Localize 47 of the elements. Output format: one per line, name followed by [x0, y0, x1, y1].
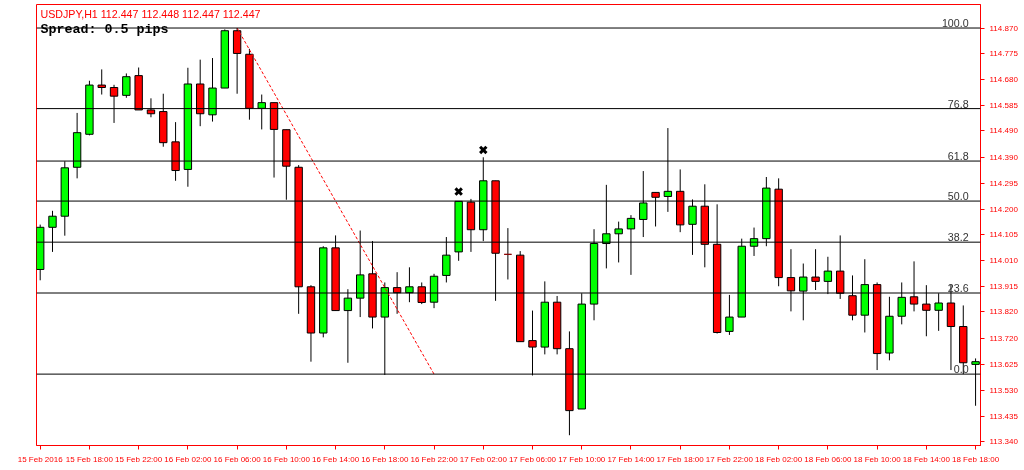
x-tick-label: 16 Feb 18:00 — [361, 454, 409, 464]
x-tick-label: 17 Feb 18:00 — [656, 454, 705, 464]
annotation: 38.2 — [947, 231, 969, 244]
annotation: 100.0 — [941, 17, 969, 30]
x-tick-label: 18 Feb 02:00 — [755, 454, 803, 464]
x-tick-label: 15 Feb 18:00 — [65, 454, 114, 464]
x-tick-label: 16 Feb 22:00 — [410, 454, 459, 464]
y-tick-label: 114.775 — [989, 49, 1019, 59]
x-tick-label: 16 Feb 14:00 — [312, 454, 360, 464]
annotation: 50.0 — [947, 190, 969, 203]
x-tick-label: 17 Feb 02:00 — [459, 454, 508, 464]
x-tick-label: 17 Feb 14:00 — [607, 454, 656, 464]
x-tick-label: 18 Feb 06:00 — [804, 454, 853, 464]
annotation: USDJPY,H1 112.447 112.448 112.447 112.447 — [40, 7, 261, 20]
candlestick — [122, 72, 131, 99]
x-tick-label: 15 Feb 22:00 — [115, 454, 163, 464]
y-tick-label: 113.915 — [989, 281, 1019, 291]
y-tick-label: 113.625 — [989, 360, 1019, 370]
y-tick-label: 113.530 — [989, 385, 1019, 395]
annotation: 76.8 — [947, 97, 969, 110]
x-tick-label: 16 Feb 02:00 — [164, 454, 213, 464]
y-tick-label: 114.390 — [989, 153, 1019, 163]
x-tick-label: 17 Feb 22:00 — [705, 454, 754, 464]
y-tick-label: 113.820 — [989, 307, 1019, 317]
y-tick-label: 114.105 — [989, 230, 1019, 240]
y-tick-label: 114.200 — [989, 204, 1019, 214]
x-tick-label: 18 Feb 18:00 — [952, 454, 1000, 464]
candlestick — [811, 248, 820, 291]
x-tick-label: 17 Feb 06:00 — [508, 454, 557, 464]
x-tick-label: 16 Feb 10:00 — [262, 454, 311, 464]
x-tick-label: 16 Feb 06:00 — [213, 454, 262, 464]
annotation: Spread: 0.5 pips — [40, 21, 169, 37]
y-tick-label: 113.340 — [989, 437, 1019, 447]
x-tick-label: 17 Feb 10:00 — [558, 454, 606, 464]
y-tick-label: 114.680 — [989, 74, 1019, 84]
x-tick-label: 18 Feb 10:00 — [853, 454, 902, 464]
x-tick-label: 15 Feb 2016 — [17, 454, 64, 464]
y-tick-label: 114.295 — [989, 179, 1019, 188]
x-tick-label: 18 Feb 14:00 — [902, 454, 951, 464]
candlestick — [97, 68, 106, 96]
annotation: 61.8 — [947, 150, 969, 163]
y-tick-label: 114.490 — [989, 126, 1019, 136]
y-tick-label: 114.010 — [989, 256, 1019, 266]
y-tick-label: 114.870 — [989, 23, 1019, 33]
y-tick-label: 113.435 — [989, 411, 1019, 421]
y-tick-label: 113.720 — [989, 334, 1019, 344]
y-tick-label: 114.585 — [989, 100, 1019, 110]
